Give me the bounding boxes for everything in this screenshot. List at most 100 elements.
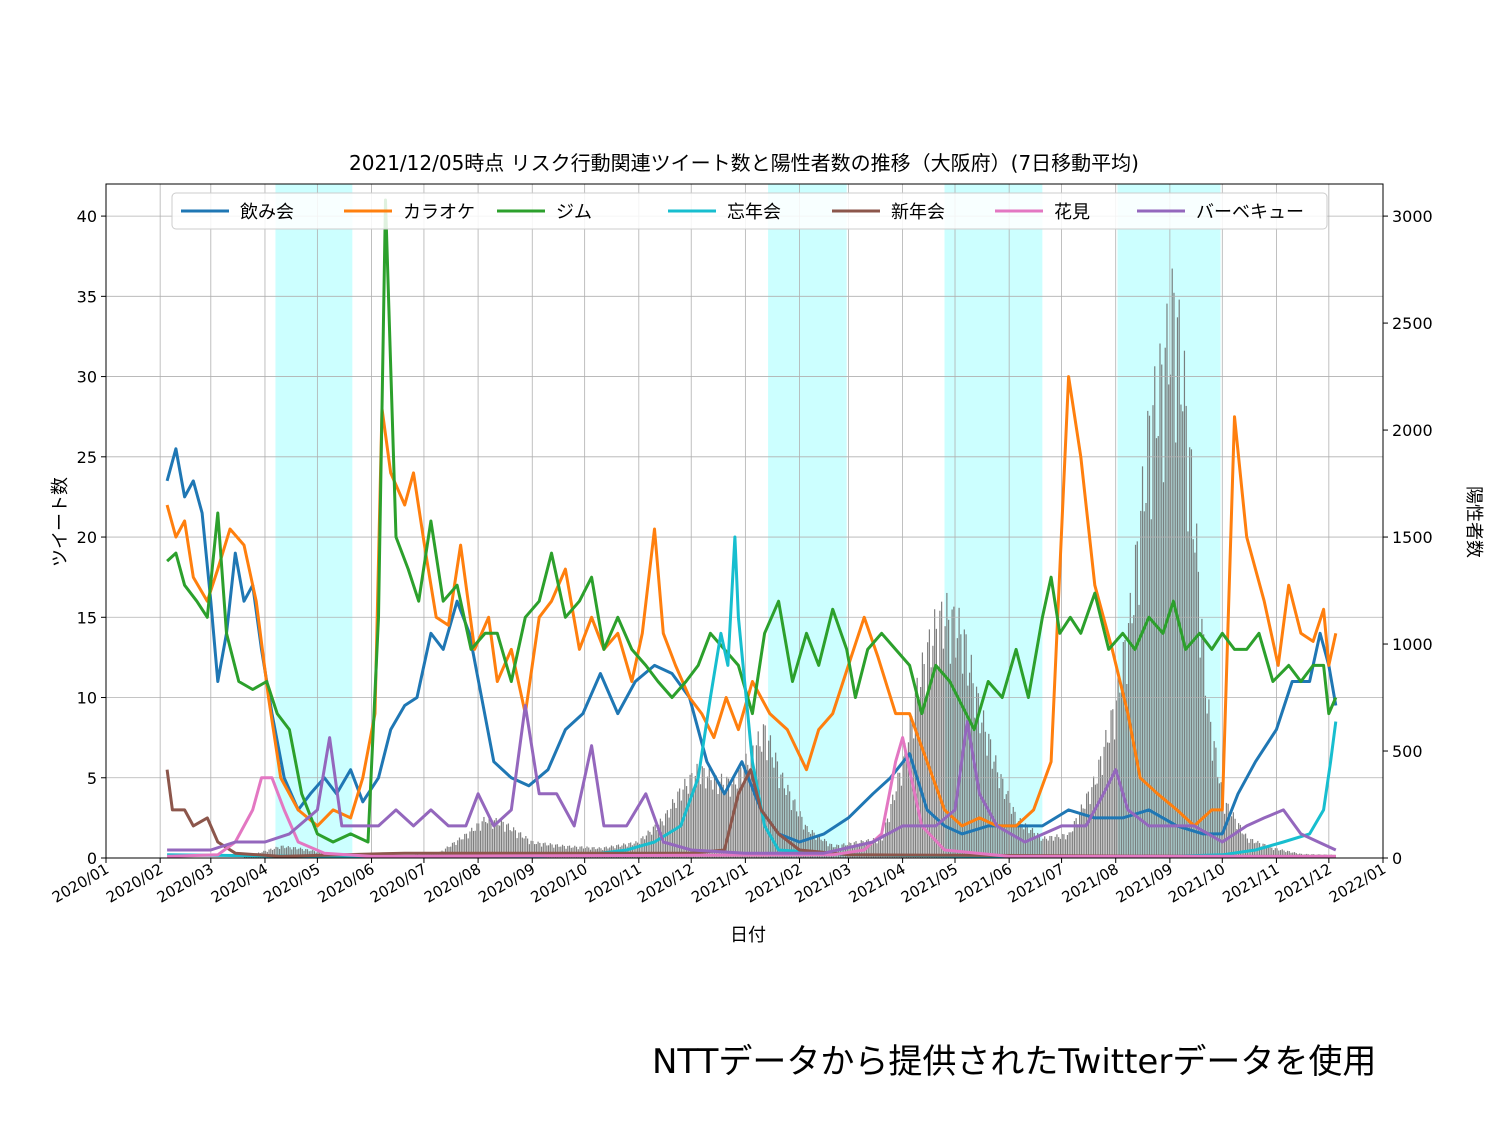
positives-bar [495, 818, 497, 858]
y-tick-label: 0 [87, 849, 97, 868]
positives-bar [769, 735, 772, 858]
y-axis-right: 0 500 1000 1500 2000 2500 3000 [1383, 207, 1433, 868]
positives-bar [942, 648, 944, 858]
positives-bar [533, 844, 536, 858]
positives-bar [1176, 317, 1179, 858]
positives-bar [932, 645, 934, 858]
positives-bar [464, 833, 466, 858]
positives-bar [762, 724, 765, 858]
positives-bar [958, 607, 960, 858]
positives-bar [874, 839, 876, 858]
positives-bar [1089, 804, 1091, 858]
positives-bar [270, 848, 272, 858]
positives-bar [720, 773, 723, 858]
positives-bar [282, 845, 284, 858]
positives-bar [906, 756, 908, 858]
positives-bar [691, 773, 693, 858]
positives-bar [1183, 350, 1186, 858]
positives-bar [1082, 808, 1084, 858]
positives-bar [965, 634, 967, 858]
positives-bar [278, 848, 281, 858]
positives-bar [750, 745, 752, 858]
positives-bar [775, 752, 777, 858]
legend-label: バーベキュー [1196, 202, 1304, 223]
positives-bar [1044, 836, 1046, 858]
x-tick-label: 2021/11 [1219, 860, 1282, 907]
positives-bar [645, 835, 647, 858]
positives-bar [935, 628, 937, 858]
positives-bar [1208, 699, 1210, 858]
positives-bar [1098, 759, 1100, 858]
x-tick-label: 2021/03 [791, 860, 854, 907]
positives-bar [878, 838, 880, 858]
positives-bar [773, 767, 775, 858]
legend-label: カラオケ [403, 202, 475, 223]
positives-bar [1262, 843, 1264, 858]
positives-bar [298, 848, 300, 858]
positives-bar [1190, 449, 1193, 858]
x-tick-label: 2021/01 [688, 860, 751, 907]
y-axis-label: ツイート数 [50, 477, 71, 567]
positives-bar [1169, 374, 1172, 858]
positives-bar [811, 830, 813, 858]
positives-bar [960, 634, 962, 858]
positives-bar [927, 642, 929, 858]
positives-bar [837, 845, 840, 858]
y2-tick-label: 1000 [1392, 635, 1433, 654]
y2-axis-label: 陽性者数 [1463, 486, 1484, 558]
y2-tick-label: 500 [1392, 742, 1423, 761]
positives-bar [296, 849, 298, 858]
positives-bar [892, 794, 894, 858]
positives-bar [511, 831, 513, 858]
legend-label: 新年会 [891, 202, 945, 223]
positives-bar [806, 826, 808, 858]
positives-bar [1003, 799, 1006, 858]
positives-bar [752, 745, 754, 858]
positives-bar [1203, 634, 1205, 858]
positives-bar [523, 838, 525, 858]
positives-bar [953, 606, 955, 858]
positives-bar [1234, 818, 1236, 858]
positives-bar [682, 789, 684, 858]
positives-bar [285, 847, 288, 858]
positives-bar [799, 811, 801, 858]
positives-bar [469, 831, 471, 858]
positives-bar [549, 843, 551, 858]
positives-bar [488, 816, 490, 858]
positives-bar [778, 788, 780, 858]
positives-bar [899, 772, 901, 858]
positives-bar [633, 843, 635, 858]
positives-bar [785, 794, 787, 858]
x-tick-label: 2020/04 [208, 860, 271, 907]
positives-bar [754, 769, 756, 858]
positives-bar [771, 757, 773, 858]
positives-bar [956, 638, 958, 858]
positives-bar [1215, 747, 1217, 858]
positives-bar [703, 768, 705, 858]
positives-bar [474, 830, 476, 858]
positives-bar [520, 832, 522, 858]
y-axis-left: 0 5 10 15 20 25 30 35 40 [77, 207, 106, 868]
x-tick-label: 2021/04 [846, 860, 909, 907]
positives-bar [955, 657, 957, 858]
positives-bar [462, 839, 464, 858]
positives-bar [479, 830, 482, 858]
positives-bar [1136, 541, 1138, 858]
positives-bar [1238, 823, 1240, 858]
positives-bar [981, 722, 983, 858]
positives-bar [855, 841, 857, 858]
positives-bar [1150, 519, 1152, 858]
y2-tick-label: 3000 [1392, 207, 1433, 226]
positives-bar [1241, 833, 1243, 858]
positives-bar [1084, 808, 1086, 858]
positives-bar [1288, 851, 1290, 858]
positives-bar [719, 781, 721, 858]
positives-bar [1028, 833, 1030, 858]
positives-bar [271, 849, 274, 858]
positives-bar [1224, 813, 1226, 858]
positives-bar [1059, 838, 1062, 858]
positives-bar [1178, 299, 1180, 859]
positives-bar [1054, 836, 1056, 858]
y-tick-label: 20 [77, 528, 97, 547]
positives-bar [1030, 829, 1032, 858]
